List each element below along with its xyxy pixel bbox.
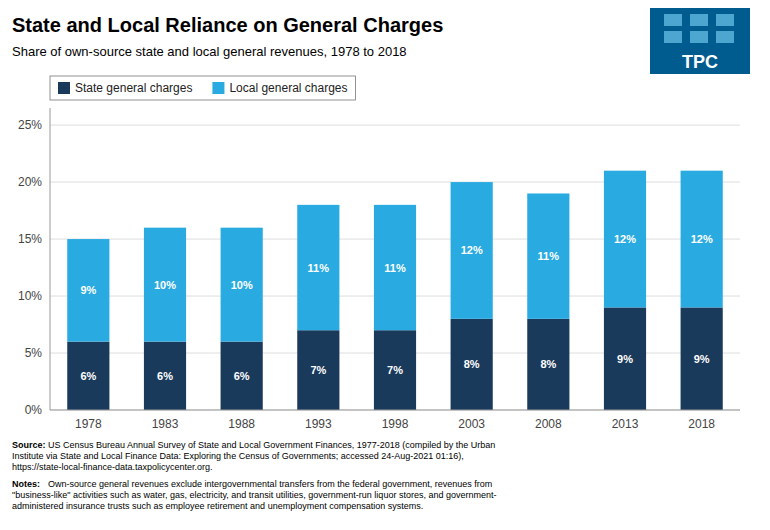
x-tick-label: 2008 — [535, 417, 562, 431]
logo-square — [690, 14, 708, 26]
legend-item: Local general charges — [212, 81, 347, 95]
note-heading: Notes: — [12, 479, 40, 489]
grid-line — [50, 410, 740, 411]
bar — [604, 307, 646, 410]
note-line: US Census Bureau Annual Survey of State … — [48, 440, 495, 450]
subtitle: Share of own-source state and local gene… — [12, 44, 407, 59]
note-line: "business-like" activities such as water… — [12, 490, 496, 500]
y-tick-label: 0% — [25, 403, 43, 417]
data-label: 9% — [617, 353, 633, 365]
bar — [527, 193, 569, 318]
legend-frame — [50, 76, 356, 100]
bar — [67, 239, 109, 342]
legend-label: State general charges — [75, 81, 192, 95]
data-labels: 6% 6% 6% 7% 7% 8% 8% 9% 9% 9% 10% 10% 11% 11% 12% 11% 12… — [80, 233, 713, 382]
bar — [681, 171, 723, 308]
x-axis: 1978 1983 1988 1993 1998 2003 2008 2013 2018 — [50, 410, 740, 431]
logo-square — [690, 31, 708, 43]
y-tick-label: 10% — [18, 289, 42, 303]
y-tick-label: 25% — [18, 118, 42, 132]
x-tick-label: 1988 — [228, 417, 255, 431]
bar — [451, 319, 493, 410]
logo-square — [664, 14, 682, 26]
bars — [67, 171, 723, 410]
legend-label: Local general charges — [229, 81, 347, 95]
data-label: 6% — [80, 370, 96, 382]
title: State and Local Reliance on General Char… — [12, 14, 443, 36]
y-axis: 0% 5% 10% 15% 20% 25% — [18, 108, 740, 417]
bar — [221, 342, 263, 410]
note-text: Own-source general revenues exclude inte… — [12, 479, 496, 511]
bar — [374, 330, 416, 410]
data-label: 10% — [154, 279, 176, 291]
grid-line — [50, 125, 740, 126]
bar — [604, 171, 646, 308]
legend-swatch — [58, 82, 70, 94]
data-label: 7% — [387, 364, 403, 376]
bar — [221, 228, 263, 342]
note-text: US Census Bureau Annual Survey of State … — [12, 440, 495, 472]
y-tick-label: 5% — [25, 346, 43, 360]
data-label: 12% — [614, 233, 636, 245]
x-tick-label: 2018 — [688, 417, 715, 431]
data-label: 11% — [384, 262, 406, 274]
y-tick-label: 20% — [18, 175, 42, 189]
data-label: 9% — [80, 284, 96, 296]
note-line: Institute via State and Local Finance Da… — [12, 451, 464, 461]
bar — [67, 342, 109, 410]
logo-square — [664, 31, 682, 43]
data-label: 6% — [157, 370, 173, 382]
annotations: Source: US Census Bureau Annual Survey o… — [12, 440, 496, 511]
data-label: 8% — [464, 358, 480, 370]
bar — [374, 205, 416, 330]
x-tick-label: 2003 — [458, 417, 485, 431]
note-line: https://state-local-finance-data.taxpoli… — [12, 462, 213, 472]
data-label: 8% — [540, 358, 556, 370]
note-line: Own-source general revenues exclude inte… — [48, 479, 492, 489]
background — [0, 0, 770, 530]
x-tick-label: 1993 — [305, 417, 332, 431]
data-label: 11% — [538, 250, 560, 262]
data-label: 10% — [231, 279, 253, 291]
data-label: 12% — [461, 244, 483, 256]
logo-text: TPC — [682, 52, 718, 72]
chart: State and Local Reliance on General Char… — [0, 0, 770, 530]
data-label: 11% — [308, 262, 330, 274]
data-label: 9% — [694, 353, 710, 365]
x-axis-line — [50, 410, 740, 411]
logo-square — [716, 14, 734, 26]
note-heading: Source: — [12, 440, 46, 450]
x-tick-label: 2013 — [612, 417, 639, 431]
data-label: 6% — [234, 370, 250, 382]
bar — [451, 182, 493, 319]
bar — [681, 307, 723, 410]
data-label: 7% — [310, 364, 326, 376]
y-tick-label: 15% — [18, 232, 42, 246]
legend-swatch — [212, 82, 224, 94]
x-tick-label: 1998 — [382, 417, 409, 431]
bar — [144, 228, 186, 342]
y-axis-line — [50, 108, 51, 410]
bar — [297, 330, 339, 410]
logo-box — [650, 8, 750, 74]
bar — [144, 342, 186, 410]
legend-item: State general charges — [58, 81, 192, 95]
logo-square — [716, 31, 734, 43]
bar — [297, 205, 339, 330]
x-tick-label: 1978 — [75, 417, 102, 431]
legend: State general charges Local general charg… — [50, 76, 356, 100]
logo: TPC — [650, 8, 750, 74]
data-label: 12% — [691, 233, 713, 245]
bar — [527, 319, 569, 410]
note-line: administered insurance trusts such as em… — [12, 501, 423, 511]
x-tick-label: 1983 — [152, 417, 179, 431]
